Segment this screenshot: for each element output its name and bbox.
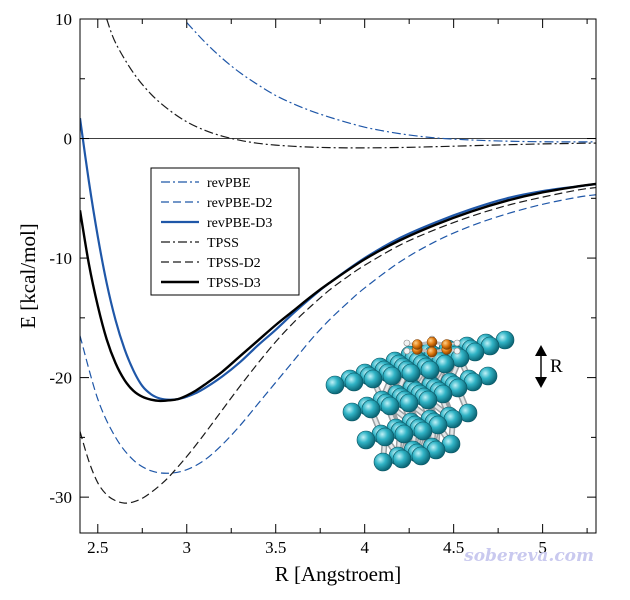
y-tick-label: -10: [49, 249, 72, 268]
legend-label: TPSS: [207, 236, 239, 251]
legend: revPBE revPBE-D2 revPBE-D3 TPSS TPSS-D2 TPSS-…: [150, 167, 300, 296]
legend-label: TPSS-D2: [207, 256, 261, 271]
y-tick-label: 10: [55, 10, 72, 29]
metal-atom: [325, 375, 345, 395]
molecule-on-surface-illustration: R: [325, 330, 563, 472]
x-tick-label: 4.5: [443, 538, 464, 557]
plot-area: [80, 19, 596, 504]
legend-label: revPBE: [207, 176, 251, 191]
legend-box: [150, 167, 300, 296]
x-tick-label: 3.5: [265, 538, 286, 557]
axis-ticks: 2.5 3 3.5 4 4.5 5 10 0 -10 -20 -30: [49, 10, 596, 557]
distance-label: R: [550, 356, 563, 377]
y-axis-label: E [kcal/mol]: [16, 223, 40, 329]
y-tick-label: -20: [49, 369, 72, 388]
metal-atom: [373, 452, 393, 472]
metal-atom: [411, 446, 431, 466]
metal-atom: [382, 366, 402, 386]
watermark-text: sobereva.com: [463, 546, 594, 566]
y-tick-label: -30: [49, 488, 72, 507]
metal-atom: [344, 372, 364, 392]
series-line-tpss-d3: [80, 182, 596, 403]
distance-arrow-head-up: [535, 345, 547, 356]
metal-atom: [401, 363, 421, 383]
metal-atom: [399, 393, 419, 413]
metal-atom: [356, 430, 376, 450]
series-line-revpbe-d2: [80, 194, 596, 474]
hydrogen-atom: [403, 347, 411, 355]
carbon-atom: [412, 339, 423, 350]
distance-arrow-head-down: [535, 377, 547, 388]
metal-atom: [420, 360, 440, 380]
hydrogen-atom: [453, 339, 461, 347]
plot-frame: [79, 18, 597, 534]
metal-atom: [342, 402, 362, 422]
metal-atom: [380, 396, 400, 416]
x-axis-label: R [Angstroem]: [275, 562, 402, 586]
series-line-tpss: [106, 19, 596, 149]
series-line-tpss-d2: [80, 186, 596, 504]
legend-label: revPBE-D2: [207, 196, 272, 211]
series-line-revpbe-d3: [80, 118, 596, 401]
metal-atom: [418, 390, 438, 410]
carbon-atom: [441, 339, 452, 350]
metal-atom: [394, 424, 414, 444]
x-tick-label: 4: [360, 538, 369, 557]
legend-label: revPBE-D3: [207, 216, 272, 231]
y-tick-label: 0: [64, 130, 73, 149]
x-tick-label: 5: [538, 538, 547, 557]
hydrogen-atom: [453, 347, 461, 355]
carbon-atom: [426, 336, 438, 348]
x-tick-label: 3: [183, 538, 192, 557]
hydrogen-atom: [403, 339, 411, 347]
metal-atom: [413, 421, 433, 441]
metal-atom: [363, 369, 383, 389]
carbon-atom: [426, 346, 438, 358]
x-tick-label: 2.5: [87, 538, 108, 557]
axis-labels: R [Angstroem] E [kcal/mol] sobereva.com: [16, 223, 594, 586]
legend-label: TPSS-D3: [207, 276, 261, 291]
series-line-revpbe: [186, 22, 596, 143]
metal-atom: [392, 449, 412, 469]
metal-atom: [375, 427, 395, 447]
metal-atom: [361, 399, 381, 419]
